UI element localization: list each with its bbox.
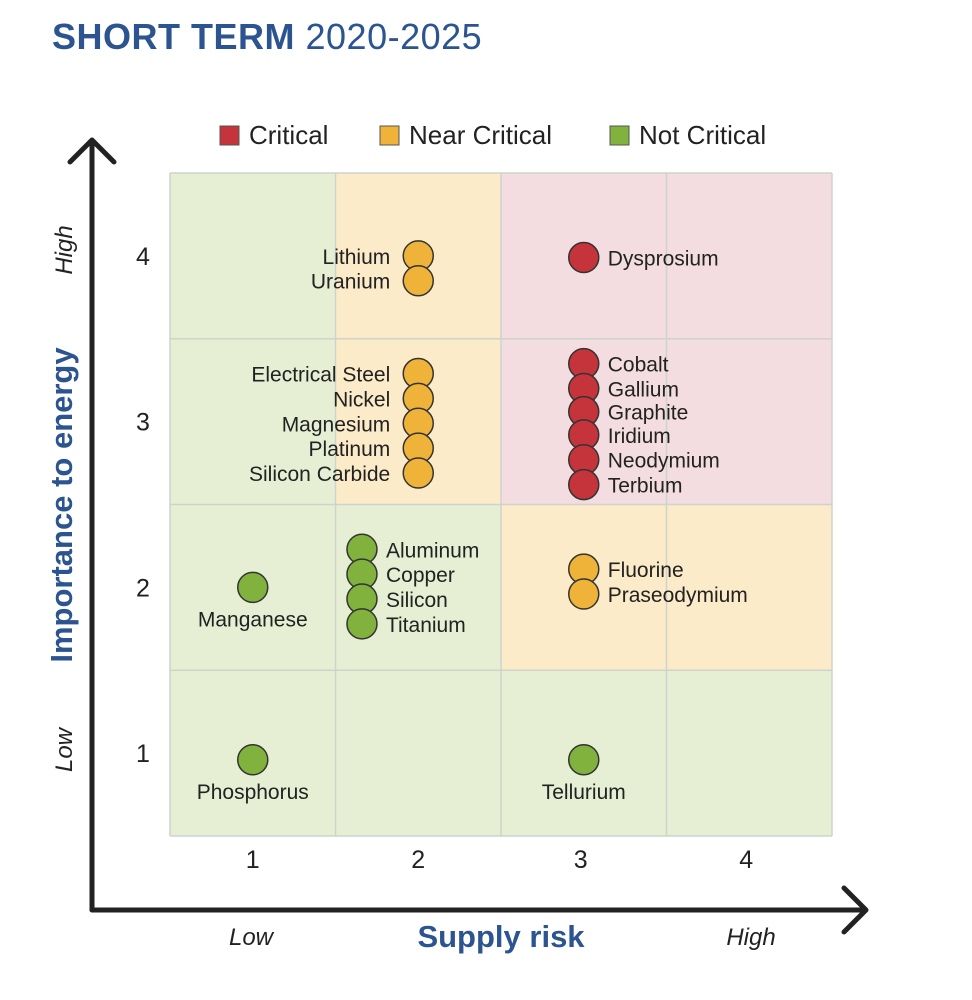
x-tick-label: 1 — [246, 846, 260, 874]
matrix-cell-1-3 — [170, 338, 336, 505]
legend-label-critical: Critical — [249, 120, 328, 150]
chart-title: SHORT TERM 2020-2025 — [52, 16, 482, 58]
point-tellurium — [568, 744, 600, 776]
point-label: Terbium — [608, 475, 683, 498]
legend-swatch-not_critical — [609, 125, 630, 146]
point-praseodymium — [568, 578, 600, 610]
axis-labels: Supply risk Low High Importance to energ… — [44, 225, 776, 954]
point-label: Copper — [386, 564, 455, 587]
point-label: Neodymium — [608, 450, 720, 473]
legend-swatch-critical — [219, 125, 240, 146]
point-label: Gallium — [608, 378, 679, 401]
x-axis-high-label: High — [726, 924, 775, 951]
point-label: Fluorine — [608, 559, 684, 582]
point-label: Electrical Steel — [251, 364, 390, 387]
x-axis-low-label: Low — [229, 924, 275, 951]
point-uranium — [402, 264, 434, 297]
point-label: Cobalt — [608, 354, 669, 377]
y-axis-low-label: Low — [51, 726, 78, 772]
matrix-cell-4-2 — [666, 504, 832, 671]
point-label: Titanium — [386, 614, 466, 637]
matrix-gridlines — [169, 172, 833, 837]
point-terbium — [568, 468, 600, 501]
legend-swatch-near_critical — [379, 125, 400, 146]
point-phosphorus — [237, 744, 269, 776]
x-tick-label: 3 — [574, 846, 588, 874]
point-label: Graphite — [608, 402, 689, 425]
x-axis-label: Supply risk — [417, 919, 585, 954]
y-tick-label: 2 — [136, 574, 150, 602]
y-tick-label: 4 — [136, 243, 150, 271]
point-titanium — [346, 608, 378, 640]
matrix-cell-4-3 — [666, 338, 832, 505]
point-label: Aluminum — [386, 539, 479, 562]
y-axis-label: Importance to energy — [44, 347, 79, 663]
point-label: Uranium — [311, 271, 390, 294]
legend: Critical Near Critical Not Critical — [219, 120, 766, 150]
point-label: Praseodymium — [608, 584, 748, 607]
chart-title-bold: SHORT TERM — [52, 16, 295, 57]
point-label: Lithium — [323, 246, 391, 269]
matrix-cell-1-4 — [170, 173, 336, 339]
y-axis-high-label: High — [51, 225, 78, 274]
matrix-cell-4-1 — [666, 670, 832, 836]
x-tick-label: 2 — [411, 846, 425, 874]
y-tick-label: 1 — [136, 740, 150, 768]
legend-label-near_critical: Near Critical — [409, 120, 552, 150]
y-tick-label: 3 — [136, 409, 150, 437]
point-dysprosium — [568, 241, 600, 274]
tick-labels: 1 2 3 4 1 2 3 4 — [136, 243, 753, 874]
x-tick-label: 4 — [739, 846, 753, 874]
x-axis-arrow — [841, 885, 869, 935]
point-label: Platinum — [309, 438, 391, 461]
point-label: Silicon Carbide — [249, 463, 390, 486]
point-manganese — [237, 571, 269, 604]
point-label: Phosphorus — [197, 781, 309, 804]
point-label: Tellurium — [542, 781, 626, 804]
chart-title-period: 2020-2025 — [305, 16, 483, 57]
point-label: Manganese — [198, 608, 308, 631]
point-silicon-carbide — [402, 457, 434, 489]
legend-label-not_critical: Not Critical — [639, 120, 766, 150]
point-label: Nickel — [333, 388, 390, 411]
matrix-cell-4-4 — [666, 173, 832, 339]
point-label: Iridium — [608, 425, 671, 448]
matrix-cell-2-1 — [335, 670, 501, 836]
point-label: Dysprosium — [608, 248, 719, 271]
axes — [67, 137, 869, 935]
point-label: Silicon — [386, 589, 448, 612]
y-axis-arrow — [67, 137, 117, 165]
point-label: Magnesium — [282, 413, 391, 436]
